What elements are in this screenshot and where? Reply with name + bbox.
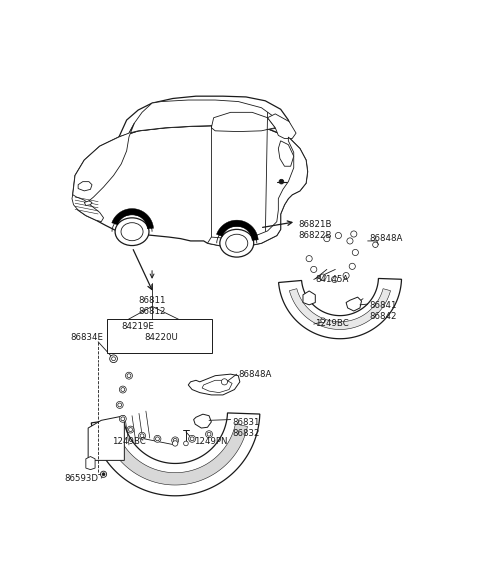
Circle shape [154,435,161,442]
Text: 86821B
86822B: 86821B 86822B [299,220,332,240]
Circle shape [189,435,195,442]
Circle shape [125,372,132,379]
Circle shape [311,266,317,272]
Polygon shape [289,289,391,329]
Circle shape [190,437,194,440]
Circle shape [205,431,213,438]
Circle shape [352,249,359,255]
Text: 1249BC: 1249BC [112,437,146,446]
Circle shape [347,238,353,244]
Circle shape [372,242,378,248]
Polygon shape [188,374,240,395]
Circle shape [129,428,132,431]
Circle shape [127,426,134,433]
Ellipse shape [121,223,143,241]
Text: 86848A: 86848A [238,369,272,378]
Polygon shape [73,123,134,206]
Text: 86831
86832: 86831 86832 [232,418,260,438]
Ellipse shape [226,234,248,252]
Circle shape [100,471,107,477]
Polygon shape [73,125,308,246]
Polygon shape [72,195,104,222]
Circle shape [172,440,178,446]
Circle shape [116,402,123,408]
FancyBboxPatch shape [107,319,212,354]
Circle shape [279,179,284,184]
Polygon shape [278,141,294,166]
Polygon shape [78,182,92,191]
Circle shape [110,355,118,363]
Polygon shape [86,456,95,470]
Text: 86848A: 86848A [369,234,403,243]
Circle shape [112,357,116,360]
Text: 86593D: 86593D [64,474,98,483]
Ellipse shape [220,230,254,257]
Circle shape [120,386,126,393]
Polygon shape [119,96,292,137]
Polygon shape [303,291,315,305]
Polygon shape [88,416,124,460]
Polygon shape [112,209,154,229]
Polygon shape [216,220,258,240]
Polygon shape [346,297,361,311]
Circle shape [332,276,337,283]
Circle shape [321,318,325,323]
Circle shape [343,272,349,279]
Text: 84145A: 84145A [315,275,348,284]
Circle shape [324,236,330,242]
Polygon shape [106,424,248,485]
Circle shape [221,379,228,385]
Text: 86841
86842: 86841 86842 [369,301,396,321]
Circle shape [172,437,179,444]
Circle shape [207,432,211,436]
Text: 84220U: 84220U [144,333,178,342]
Circle shape [102,473,105,476]
Circle shape [139,432,145,439]
Polygon shape [202,380,232,393]
Circle shape [349,263,355,270]
Polygon shape [207,137,308,246]
Polygon shape [91,413,260,496]
Circle shape [351,231,357,237]
Ellipse shape [115,218,149,245]
Circle shape [184,441,188,446]
Polygon shape [267,114,296,139]
Polygon shape [278,279,401,339]
Circle shape [121,387,125,391]
Circle shape [127,374,131,378]
Circle shape [156,437,159,440]
Polygon shape [193,414,211,428]
Text: 86811
86812: 86811 86812 [138,296,166,316]
Circle shape [320,274,326,280]
Circle shape [173,438,177,442]
Text: 86834E: 86834E [71,333,104,342]
Circle shape [306,255,312,262]
Circle shape [336,232,341,239]
Circle shape [120,415,126,422]
Text: 1249BC: 1249BC [315,319,349,328]
Polygon shape [129,100,281,133]
Text: 1249PN: 1249PN [193,437,227,446]
Circle shape [121,417,125,421]
Polygon shape [211,112,275,131]
Circle shape [140,434,144,438]
Polygon shape [84,201,92,205]
Circle shape [118,403,121,407]
Text: 84219E: 84219E [121,322,154,331]
